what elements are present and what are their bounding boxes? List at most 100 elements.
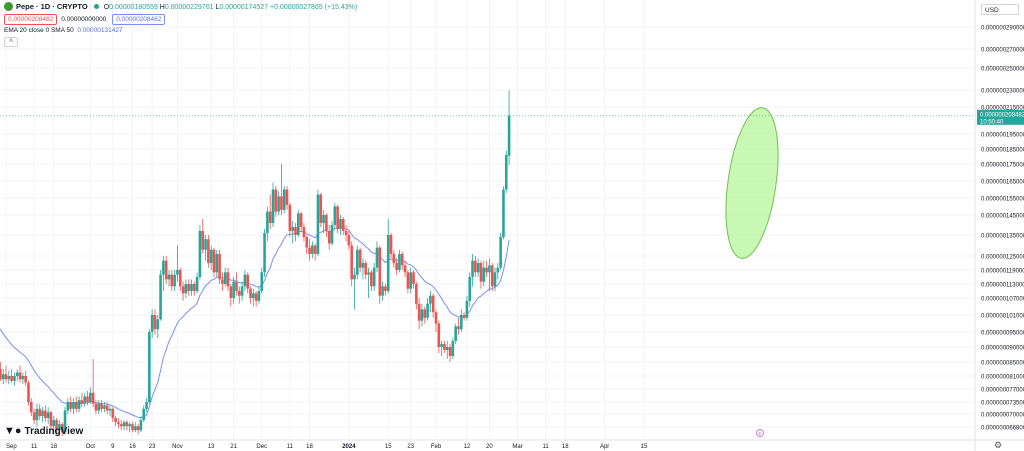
x-tick-label: 18	[562, 444, 569, 450]
candle-body	[94, 403, 98, 411]
candle-down	[226, 267, 230, 291]
candle-up	[190, 279, 193, 296]
y-tick-label: 0.0000001350000	[981, 234, 1024, 240]
candle-body	[153, 315, 157, 330]
candle-down	[4, 365, 8, 383]
candle-up	[240, 281, 244, 301]
candle-body	[72, 402, 75, 409]
candle-down	[181, 281, 185, 301]
candle-up	[263, 229, 266, 277]
x-tick-label: 23	[407, 444, 414, 450]
candle-body	[190, 284, 193, 291]
gear-icon[interactable]: ⚙	[994, 440, 1003, 450]
candle-body	[162, 260, 165, 275]
candle-body	[417, 303, 421, 321]
candle-up	[7, 370, 11, 385]
x-tick-label: 18	[306, 444, 313, 450]
indicator-value: 0.00000131427	[77, 27, 123, 34]
candle-down	[370, 270, 373, 291]
candle-body	[198, 231, 202, 277]
indicator-legend[interactable]: EMA 20 close 0 SMA 50 0.00000131427	[4, 27, 123, 34]
candle-body	[212, 249, 216, 273]
candle-down	[406, 270, 410, 294]
candle-body	[268, 211, 272, 223]
candle-up	[13, 372, 16, 386]
candle-down	[229, 284, 233, 307]
y-tick-label: 0.0000002500000	[981, 67, 1024, 73]
candle-up	[72, 398, 75, 414]
candle-down	[60, 422, 64, 437]
candle-body	[218, 253, 221, 280]
symbol-title[interactable]: Pepe · 1D · CRYPTO	[16, 2, 88, 11]
candle-down	[479, 260, 483, 289]
candle-up	[145, 398, 148, 413]
candle-down	[448, 344, 452, 362]
candle-body	[249, 288, 252, 298]
candle-up	[252, 288, 255, 307]
candle-body	[105, 405, 109, 411]
candle-up	[420, 303, 424, 327]
candle-body	[479, 263, 483, 282]
candle-body	[327, 231, 331, 244]
buy-button[interactable]: 0.00000208482	[112, 14, 166, 25]
candle-body	[58, 424, 61, 431]
candle-down	[437, 320, 441, 353]
candle-up	[367, 267, 370, 298]
candle-body	[296, 213, 300, 235]
candle-down	[136, 424, 140, 435]
candle-up	[266, 206, 269, 242]
candle-body	[111, 408, 115, 419]
candle-body	[91, 392, 95, 404]
y-tick-label: 0.0000002300000	[981, 89, 1024, 95]
sell-button[interactable]: 0.00000208482	[4, 14, 58, 25]
candle-body	[412, 272, 415, 284]
candle-down	[221, 272, 224, 291]
candle-body	[254, 293, 258, 301]
candle-body	[178, 270, 182, 287]
candle-body	[367, 272, 370, 275]
candle-down	[193, 281, 196, 296]
candle-body	[440, 344, 443, 347]
last-price-label: 0.0000002084820	[980, 112, 1024, 118]
candle-body	[232, 281, 235, 298]
candle-body	[184, 284, 188, 294]
candle-body	[415, 284, 418, 304]
candle-up	[204, 235, 207, 261]
candle-down	[114, 416, 117, 427]
candle-body	[52, 420, 56, 427]
candle-up	[103, 402, 106, 413]
candle-up	[372, 263, 376, 291]
candle-body	[291, 227, 294, 231]
candle-body	[55, 420, 58, 431]
candle-up	[333, 203, 337, 229]
x-tick-label: 12	[464, 444, 471, 450]
candle-down	[341, 217, 345, 235]
x-tick-label: Mar	[512, 444, 522, 450]
candle-body	[167, 274, 171, 280]
candle-body	[108, 408, 112, 411]
candle-body	[271, 189, 275, 223]
candle-body	[370, 272, 373, 287]
candle-body	[187, 284, 190, 291]
candle-body	[201, 231, 205, 250]
candle-up	[63, 407, 67, 435]
candle-down	[235, 272, 238, 296]
candle-up	[167, 270, 171, 287]
candle-body	[27, 382, 30, 402]
candle-body	[389, 235, 393, 254]
y-tick-label: 0.0000000668000	[981, 426, 1024, 432]
candle-body	[7, 376, 11, 380]
candle-down	[80, 392, 84, 408]
candle-down	[170, 270, 174, 291]
candle-body	[221, 279, 224, 284]
candle-down	[49, 410, 53, 431]
candle-body	[15, 372, 19, 376]
x-tick-label: Dec	[256, 444, 267, 450]
candle-up	[482, 260, 486, 287]
candle-body	[499, 237, 502, 268]
collapse-legend-button[interactable]: ˄	[4, 37, 18, 47]
candle-body	[69, 402, 72, 409]
currency-select[interactable]: USD	[981, 4, 1019, 15]
candle-up	[243, 270, 247, 291]
